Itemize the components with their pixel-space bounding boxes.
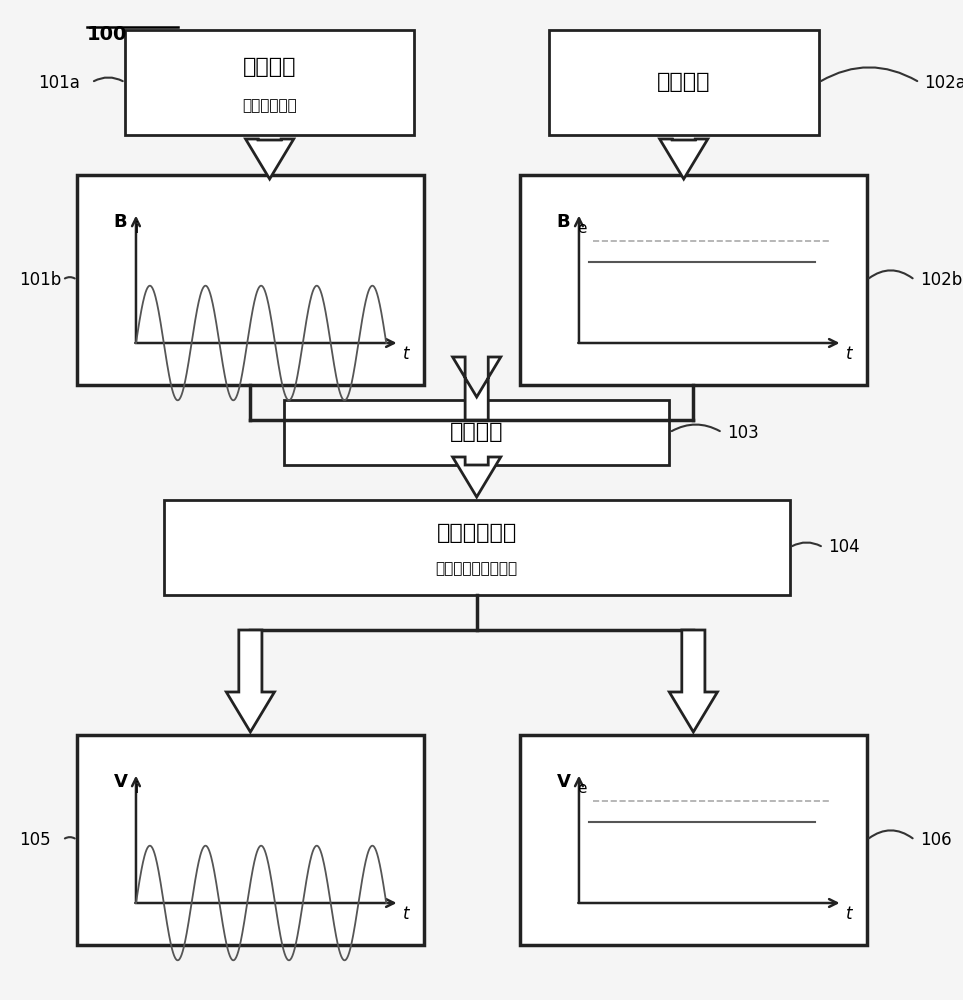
Polygon shape: [453, 457, 501, 497]
Text: V: V: [557, 773, 570, 791]
Polygon shape: [453, 357, 501, 420]
Text: 101a: 101a: [39, 74, 80, 92]
Text: 信号处理电路: 信号处理电路: [436, 523, 517, 543]
Text: 100: 100: [87, 25, 127, 44]
Text: 102b: 102b: [920, 271, 962, 289]
FancyBboxPatch shape: [549, 30, 819, 135]
FancyBboxPatch shape: [125, 30, 414, 135]
Text: 106: 106: [920, 831, 951, 849]
Text: e: e: [577, 221, 586, 236]
Text: e: e: [577, 781, 586, 796]
Text: t: t: [846, 905, 852, 923]
Polygon shape: [660, 139, 708, 179]
Text: V: V: [114, 773, 127, 791]
Text: 101b: 101b: [19, 271, 62, 289]
Text: 高频自检电流: 高频自检电流: [243, 98, 297, 113]
Text: B: B: [557, 213, 570, 231]
FancyBboxPatch shape: [164, 500, 790, 595]
Text: 外部磁场: 外部磁场: [657, 73, 711, 93]
Text: t: t: [403, 345, 409, 363]
FancyBboxPatch shape: [520, 175, 867, 385]
Text: 105: 105: [19, 831, 51, 849]
Text: 104: 104: [828, 538, 860, 556]
Text: 自检信号和外场信号: 自检信号和外场信号: [435, 561, 518, 576]
Text: i: i: [134, 221, 139, 236]
FancyBboxPatch shape: [77, 735, 424, 945]
Text: t: t: [846, 345, 852, 363]
Text: B: B: [114, 213, 127, 231]
FancyBboxPatch shape: [520, 735, 867, 945]
Text: i: i: [134, 781, 139, 796]
Text: 自检线圈: 自检线圈: [243, 57, 297, 77]
Text: 103: 103: [727, 424, 759, 442]
Text: 磁传感器: 磁传感器: [450, 422, 504, 442]
Text: 102a: 102a: [924, 74, 963, 92]
Text: t: t: [403, 905, 409, 923]
Polygon shape: [246, 139, 294, 179]
FancyBboxPatch shape: [284, 400, 669, 465]
Polygon shape: [226, 630, 274, 732]
Polygon shape: [669, 630, 717, 732]
FancyBboxPatch shape: [77, 175, 424, 385]
